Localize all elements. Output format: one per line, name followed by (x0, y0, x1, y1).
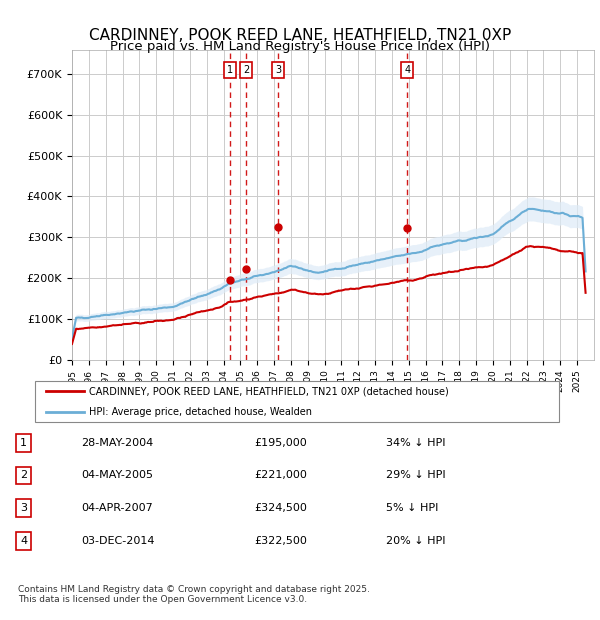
Text: £322,500: £322,500 (254, 536, 307, 546)
Text: 2: 2 (243, 65, 249, 75)
Text: 04-APR-2007: 04-APR-2007 (81, 503, 153, 513)
Text: 4: 4 (404, 65, 410, 75)
Text: 3: 3 (20, 503, 27, 513)
Text: £221,000: £221,000 (254, 471, 307, 480)
Text: 1: 1 (20, 438, 27, 448)
Text: £195,000: £195,000 (254, 438, 307, 448)
Text: 3: 3 (275, 65, 281, 75)
FancyBboxPatch shape (35, 381, 559, 422)
Text: Price paid vs. HM Land Registry's House Price Index (HPI): Price paid vs. HM Land Registry's House … (110, 40, 490, 53)
Text: 04-MAY-2005: 04-MAY-2005 (81, 471, 153, 480)
Text: 4: 4 (20, 536, 27, 546)
Text: 20% ↓ HPI: 20% ↓ HPI (386, 536, 446, 546)
Text: HPI: Average price, detached house, Wealden: HPI: Average price, detached house, Weal… (89, 407, 313, 417)
Text: 2: 2 (20, 471, 27, 480)
Text: 28-MAY-2004: 28-MAY-2004 (81, 438, 154, 448)
Text: Contains HM Land Registry data © Crown copyright and database right 2025.
This d: Contains HM Land Registry data © Crown c… (18, 585, 370, 604)
Text: CARDINNEY, POOK REED LANE, HEATHFIELD, TN21 0XP: CARDINNEY, POOK REED LANE, HEATHFIELD, T… (89, 28, 511, 43)
Text: CARDINNEY, POOK REED LANE, HEATHFIELD, TN21 0XP (detached house): CARDINNEY, POOK REED LANE, HEATHFIELD, T… (89, 386, 449, 396)
Text: £324,500: £324,500 (254, 503, 307, 513)
Text: 5% ↓ HPI: 5% ↓ HPI (386, 503, 439, 513)
Text: 34% ↓ HPI: 34% ↓ HPI (386, 438, 446, 448)
Text: 1: 1 (227, 65, 233, 75)
Text: 03-DEC-2014: 03-DEC-2014 (81, 536, 155, 546)
Text: 29% ↓ HPI: 29% ↓ HPI (386, 471, 446, 480)
